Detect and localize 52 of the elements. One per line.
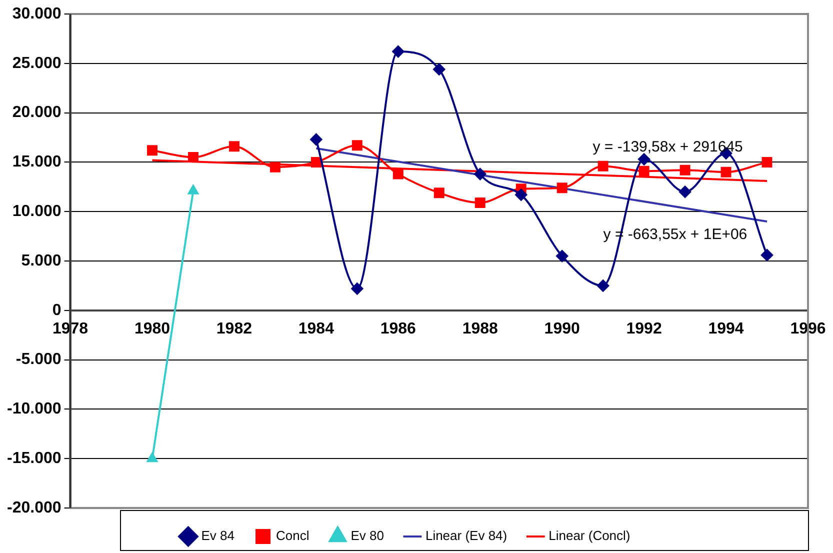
y-tick-label: 0 (52, 302, 62, 319)
point (434, 188, 444, 198)
x-tick-label: 1986 (380, 320, 416, 338)
y-tick-label: 15.000 (12, 154, 62, 171)
point (556, 182, 568, 194)
y-tick-label: 10.000 (12, 203, 62, 220)
point (638, 153, 650, 166)
x-tick-label: 1984 (298, 320, 334, 338)
point (474, 197, 486, 208)
x-tick-label: 1996 (790, 320, 826, 338)
point (352, 140, 362, 151)
point (392, 46, 404, 58)
y-tick-label: -5.000 (16, 351, 62, 368)
x-tick-label: 1994 (708, 320, 744, 338)
point (310, 133, 322, 146)
point (720, 166, 732, 178)
legend-label: Linear (Concl) (548, 528, 630, 544)
point (761, 249, 774, 262)
point (680, 164, 690, 176)
point (310, 156, 322, 168)
annotation: y = -139,58x + 291645 (592, 138, 743, 156)
point (474, 168, 486, 180)
point (188, 152, 198, 163)
point (598, 160, 608, 172)
y-tick-label: -20.000 (7, 499, 62, 516)
legend-label: Concl (276, 528, 310, 544)
point (146, 145, 158, 156)
x-tick-label: 1982 (216, 320, 252, 338)
point (515, 188, 528, 201)
point (679, 186, 692, 198)
point (638, 166, 650, 176)
y-tick-label: -10.000 (7, 400, 62, 418)
point (556, 250, 568, 262)
point (392, 168, 404, 180)
legend-label: Linear (Ev 84) (425, 528, 508, 544)
y-tick-label: -15.000 (7, 450, 62, 468)
point (228, 141, 240, 152)
y-tick-label: 20.000 (12, 104, 62, 122)
y-tick-label: 25.000 (12, 54, 62, 72)
legend-label: Ev 84 (201, 528, 234, 544)
point (270, 162, 280, 172)
x-tick-label: 1980 (134, 320, 170, 338)
point (597, 280, 610, 292)
point (351, 282, 364, 295)
point (762, 156, 772, 168)
x-tick-label: 1992 (626, 320, 662, 338)
x-tick-label: 1990 (544, 320, 580, 338)
y-tick-label: 5.000 (21, 252, 62, 270)
x-tick-label: 1988 (462, 320, 498, 338)
point (433, 63, 446, 76)
legend-label: Ev 80 (350, 528, 384, 544)
y-tick-label: 30.000 (12, 5, 62, 22)
